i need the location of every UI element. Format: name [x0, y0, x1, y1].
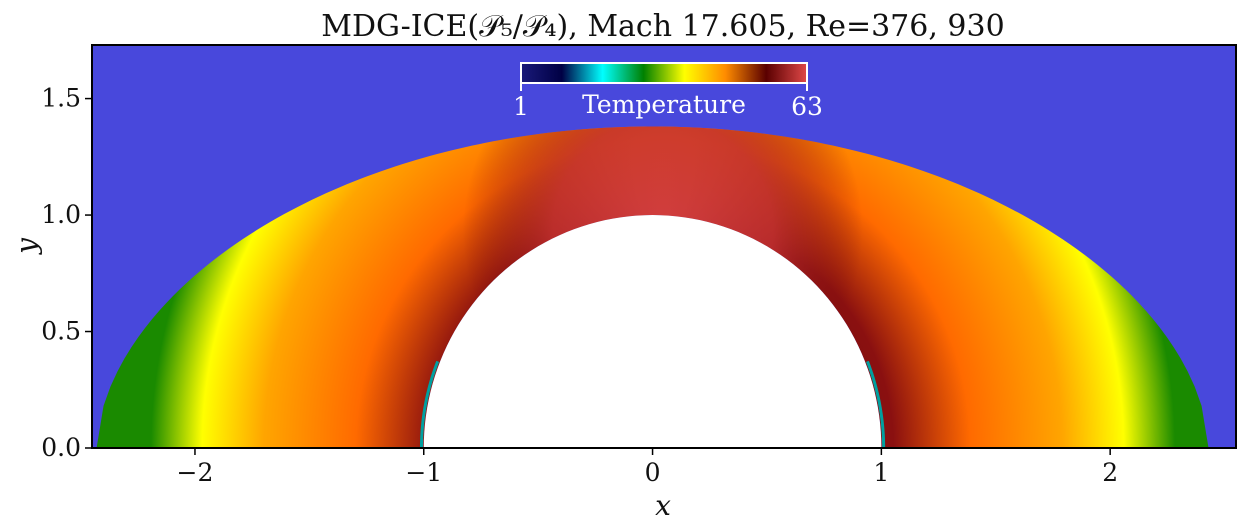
y-axis-label: y: [10, 237, 43, 256]
axes-frame: [91, 44, 1237, 449]
colorbar-max-label: 63: [791, 92, 823, 121]
y-tick-label: 1.5: [41, 84, 81, 113]
colorbar-bar: [520, 62, 808, 84]
colorbar-min-label: 1: [513, 92, 529, 121]
y-axis-ticks: 0.0 0.5 1.0 1.5: [41, 84, 92, 462]
colorbar-label: Temperature: [582, 90, 746, 119]
chart-title: MDG-ICE(𝒫₅/𝒫₄), Mach 17.605, Re=376, 930: [321, 9, 1004, 44]
x-tick-label: −1: [405, 458, 442, 487]
y-tick-label: 0.0: [41, 433, 81, 462]
y-tick-label: 0.5: [41, 317, 81, 346]
x-tick-label: 0: [645, 458, 661, 487]
colorbar: 1 Temperature 63: [513, 62, 823, 121]
cylinder-body: [423, 215, 882, 448]
x-tick-label: −2: [177, 458, 214, 487]
x-axis-label: x: [655, 489, 671, 522]
x-axis-ticks: −2 −1 0 1 2: [177, 448, 1118, 487]
boundary-layer: [419, 360, 886, 448]
x-tick-label: 1: [873, 458, 889, 487]
stagnation-core: [297, 126, 1008, 448]
x-tick-label: 2: [1102, 458, 1118, 487]
y-tick-label: 1.0: [41, 200, 81, 229]
